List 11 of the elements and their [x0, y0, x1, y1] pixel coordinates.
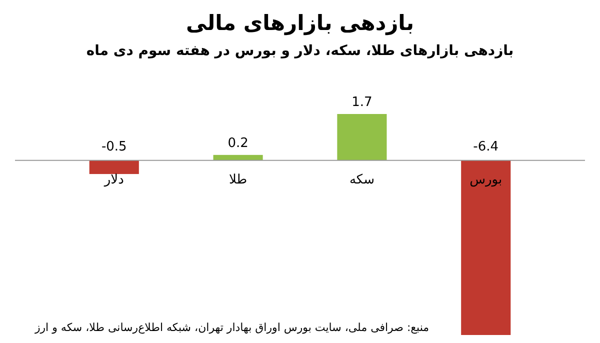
x-tick-label: دلار [103, 172, 124, 188]
x-tick-label: بورس [470, 172, 502, 188]
chart-title: بازدهی بازارهای مالی [186, 11, 414, 36]
x-tick-label: طلا [228, 172, 248, 188]
chart-subtitle: بازدهی بازارهای طلا، سکه، دلار و بورس در هفته سوم دی ماه [86, 43, 514, 59]
data-label: -0.5 [101, 139, 127, 154]
annotation: منبع: صرافی ملی، سایت بورس اوراق بهادار تهران، شبکه اطلاع‌رسانی طلا، سکه و ارز [34, 321, 430, 334]
data-label: 1.7 [352, 95, 372, 110]
data-label: -6.4 [473, 139, 499, 154]
x-tick-label: سکه [349, 172, 374, 188]
data-label: 0.2 [228, 136, 248, 151]
